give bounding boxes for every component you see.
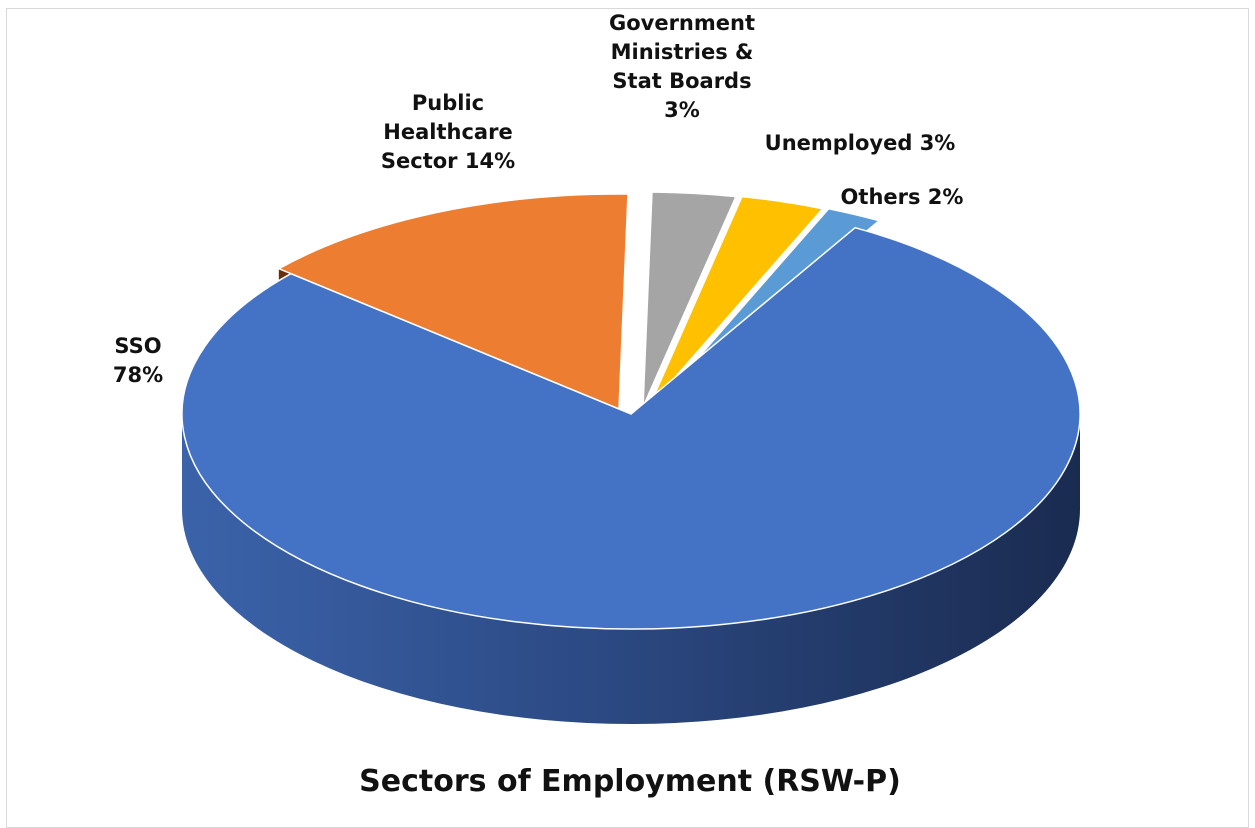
slice-label: Others 2% bbox=[841, 185, 964, 209]
slice-top bbox=[277, 193, 629, 411]
slice-top bbox=[648, 195, 825, 408]
slice-label: Unemployed 3% bbox=[765, 131, 956, 155]
slice-top bbox=[642, 191, 738, 408]
slice-side bbox=[182, 414, 1080, 724]
slice-sso bbox=[181, 226, 1081, 724]
slice-unemployed bbox=[648, 195, 825, 417]
pie-chart: Government Ministries & Stat Boards 3% Unemp… bbox=[113, 11, 1081, 799]
slice-label: Government Ministries & Stat Boards 3% bbox=[609, 11, 755, 122]
slice-label: Public Healthcare Sector 14% bbox=[381, 91, 515, 173]
slice-label: SSO 78% bbox=[113, 334, 163, 387]
slice-government-ministries-stat-boards bbox=[642, 191, 738, 417]
slice-top bbox=[181, 226, 1081, 630]
chart-title: Sectors of Employment (RSW-P) bbox=[359, 764, 901, 799]
